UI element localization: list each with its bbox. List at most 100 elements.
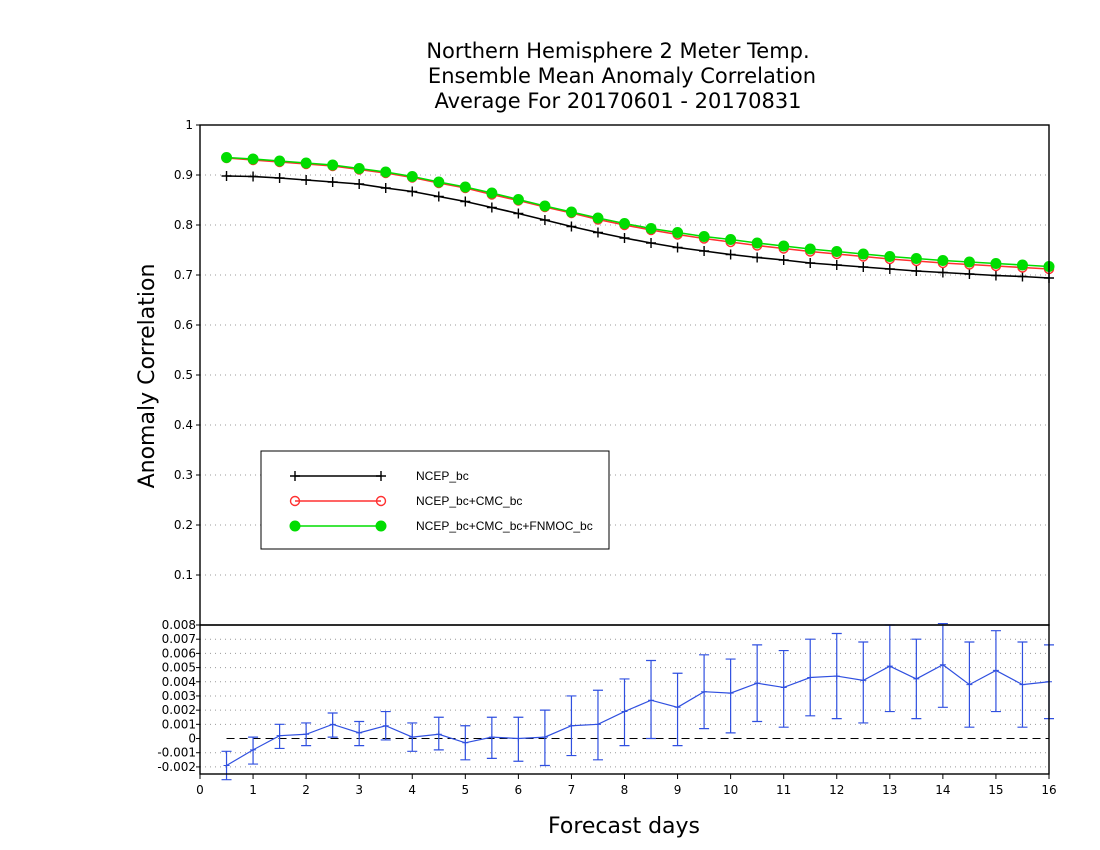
diff-marker xyxy=(276,732,283,739)
diff-marker xyxy=(250,746,257,753)
main-plot-panel: 0.1 0.2 0.3 0.4 0.5 0.6 0.7 0.8 0.9 1 xyxy=(174,118,1055,626)
diff-marker xyxy=(382,722,389,729)
series-marker-3 xyxy=(512,194,524,205)
series-marker-1 xyxy=(937,267,948,278)
x-tick-label: 4 xyxy=(408,783,416,797)
diff-y-tick-label: 0.004 xyxy=(162,675,196,689)
difference-plot-panel: -0.002-0.00100.0010.0020.0030.0040.0050.… xyxy=(157,618,1056,797)
series-marker-1 xyxy=(725,249,736,260)
series-marker-3 xyxy=(459,181,471,193)
series-marker-3 xyxy=(380,166,392,178)
series-marker-3 xyxy=(1016,259,1028,271)
diff-marker xyxy=(939,661,946,668)
y-axis-title: Anomaly Correlation xyxy=(135,264,160,489)
legend-label-1: NCEP_bc xyxy=(416,469,469,483)
series-marker-3 xyxy=(539,200,551,212)
series-marker-1 xyxy=(566,221,577,232)
series-marker-3 xyxy=(804,243,816,255)
series-marker-1 xyxy=(964,269,975,279)
legend-marker-3 xyxy=(375,520,387,532)
legend: NCEP_bc NCEP_bc+CMC_bc NCEP_bc+CMC_bc+FNMO… xyxy=(260,450,610,550)
legend-marker-1 xyxy=(290,471,300,481)
legend-marker-3 xyxy=(289,520,301,532)
series-marker-3 xyxy=(645,223,657,234)
x-tick-label: 14 xyxy=(935,783,950,797)
diff-y-tick-label: 0.002 xyxy=(162,703,196,717)
diff-marker xyxy=(674,704,681,711)
main-y-tick-label: 0.9 xyxy=(174,168,193,182)
diff-y-tick-label: 0.001 xyxy=(162,717,196,731)
diff-marker xyxy=(329,721,336,728)
series-marker-3 xyxy=(963,256,975,268)
series-marker-1 xyxy=(221,171,232,181)
series-marker-3 xyxy=(698,231,710,242)
series-marker-1 xyxy=(539,215,550,225)
series-marker-3 xyxy=(910,253,922,264)
x-tick-label: 1 xyxy=(249,783,257,797)
series-marker-3 xyxy=(300,157,312,169)
diff-marker xyxy=(807,674,814,681)
legend-label-3: NCEP_bc+CMC_bc+FNMOC_bc xyxy=(416,519,593,533)
series-marker-1 xyxy=(301,175,312,185)
diff-marker xyxy=(754,680,761,687)
x-tick-label: 3 xyxy=(355,783,363,797)
x-tick-label: 11 xyxy=(776,783,791,797)
series-marker-3 xyxy=(778,240,790,252)
diff-marker xyxy=(966,681,973,688)
series-marker-3 xyxy=(433,176,445,188)
series-marker-1 xyxy=(778,255,789,265)
chart-title-line-1: Northern Hemisphere 2 Meter Temp. xyxy=(426,39,809,63)
main-y-tick-label: 1 xyxy=(185,118,193,132)
main-y-tick-label: 0.4 xyxy=(174,418,193,432)
diff-marker xyxy=(541,734,548,741)
diff-y-tick-label: 0.006 xyxy=(162,646,196,660)
diff-marker xyxy=(435,731,442,738)
x-tick-label: 9 xyxy=(674,783,682,797)
legend-marker-1 xyxy=(376,471,386,481)
series-marker-1 xyxy=(248,171,259,182)
series-marker-1 xyxy=(433,191,444,202)
diff-y-tick-label: -0.001 xyxy=(157,746,196,760)
diff-marker xyxy=(648,697,655,704)
diff-y-tick-label: 0 xyxy=(188,732,196,746)
diff-marker xyxy=(886,663,893,670)
x-tick-label: 5 xyxy=(461,783,469,797)
series-marker-3 xyxy=(327,159,339,171)
diff-marker xyxy=(223,762,230,769)
diff-marker xyxy=(488,734,495,741)
diff-marker xyxy=(356,729,363,736)
legend-label-2: NCEP_bc+CMC_bc xyxy=(416,494,522,508)
x-tick-label: 15 xyxy=(988,783,1003,797)
x-tick-label: 10 xyxy=(723,783,738,797)
x-tick-label: 6 xyxy=(515,783,523,797)
x-tick-label: 12 xyxy=(829,783,844,797)
series-marker-1 xyxy=(592,227,603,238)
series-marker-3 xyxy=(990,258,1002,269)
legend-marker-2 xyxy=(375,495,387,507)
series-marker-1 xyxy=(513,208,524,219)
series-marker-1 xyxy=(831,260,842,270)
diff-marker xyxy=(1019,681,1026,688)
diff-marker xyxy=(780,684,787,691)
series-marker-1 xyxy=(858,262,869,272)
legend-marker-2 xyxy=(289,495,301,507)
series-marker-1 xyxy=(752,252,763,263)
legend-box xyxy=(260,450,610,550)
series-marker-3 xyxy=(486,187,498,199)
diff-marker xyxy=(462,739,469,746)
chart-title-line-3: Average For 20170601 - 20170831 xyxy=(434,89,801,113)
series-marker-3 xyxy=(884,251,896,262)
chart-title-line-2: Ensemble Mean Anomaly Correlation xyxy=(428,64,816,88)
diff-marker xyxy=(594,721,601,728)
x-tick-label: 13 xyxy=(882,783,897,797)
diff-line xyxy=(226,664,1050,767)
x-tick-label: 8 xyxy=(621,783,629,797)
diff-y-tick-label: 0.003 xyxy=(162,689,196,703)
main-y-tick-label: 0.1 xyxy=(174,568,193,582)
series-marker-3 xyxy=(565,206,577,218)
diff-marker xyxy=(568,722,575,729)
series-marker-1 xyxy=(327,177,338,187)
series-marker-3 xyxy=(937,255,949,266)
series-marker-1 xyxy=(354,179,365,189)
